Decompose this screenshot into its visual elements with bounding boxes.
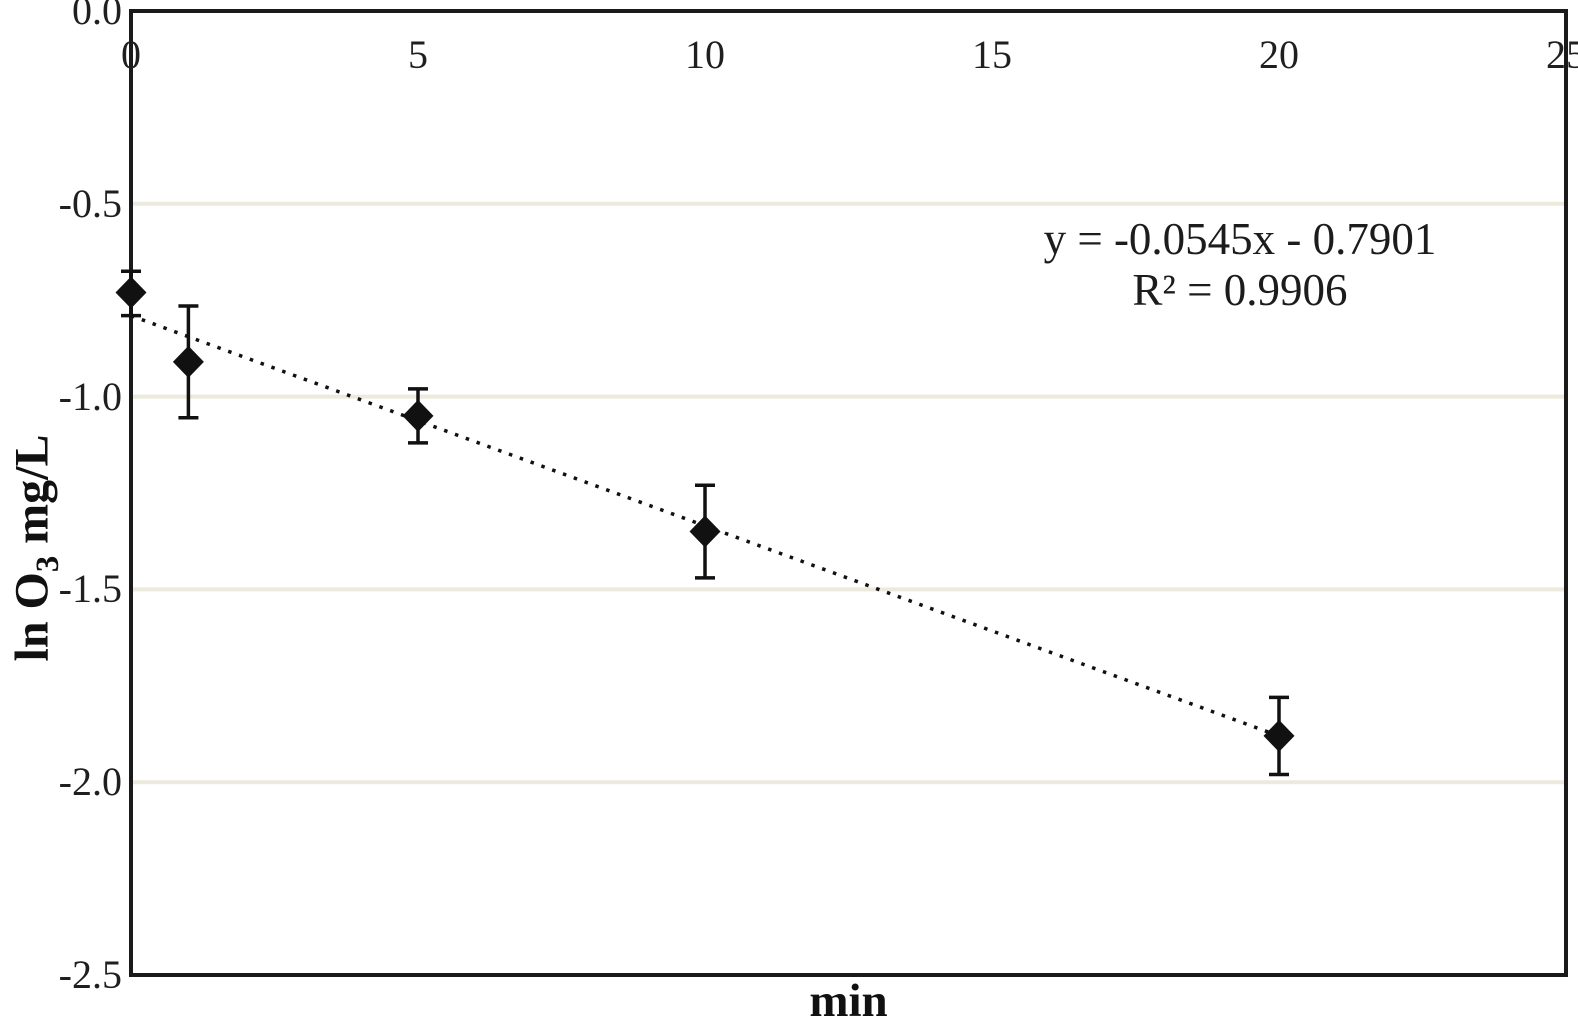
x-tick-label: 25 <box>1546 32 1578 77</box>
data-point-marker <box>689 515 721 548</box>
x-tick-label: 5 <box>408 32 428 77</box>
plot-border <box>129 9 1568 977</box>
y-tick-label: 0.0 <box>72 0 122 33</box>
trendline-annotation: y = -0.0545x - 0.7901 R² = 0.9906 <box>958 214 1522 316</box>
x-tick-label: 20 <box>1259 32 1299 77</box>
y-axis-title: ln O3 mg/L <box>5 434 67 662</box>
data-point-marker <box>402 399 434 432</box>
x-tick-label: 0 <box>121 32 141 77</box>
x-axis-title: min <box>809 975 888 1023</box>
y-axis-title-subscript: 3 <box>30 555 67 573</box>
y-axis-title-prefix: ln O <box>5 572 59 662</box>
trendline-equation: y = -0.0545x - 0.7901 <box>1043 214 1437 264</box>
y-tick-label: -2.5 <box>58 952 122 997</box>
y-tick-label: -1.5 <box>58 566 122 612</box>
x-tick-label: 15 <box>972 32 1012 77</box>
data-point-marker <box>115 276 147 309</box>
y-axis-title-suffix: mg/L <box>5 434 59 556</box>
r-squared-value: R² = 0.9906 <box>1132 265 1348 315</box>
y-tick-label: -1.0 <box>58 373 122 419</box>
x-tick-label: 10 <box>685 32 725 77</box>
data-point-marker <box>172 345 204 378</box>
y-tick-label: -0.5 <box>58 180 122 226</box>
y-tick-label: -2.0 <box>58 759 122 805</box>
data-point-marker <box>1263 719 1295 752</box>
